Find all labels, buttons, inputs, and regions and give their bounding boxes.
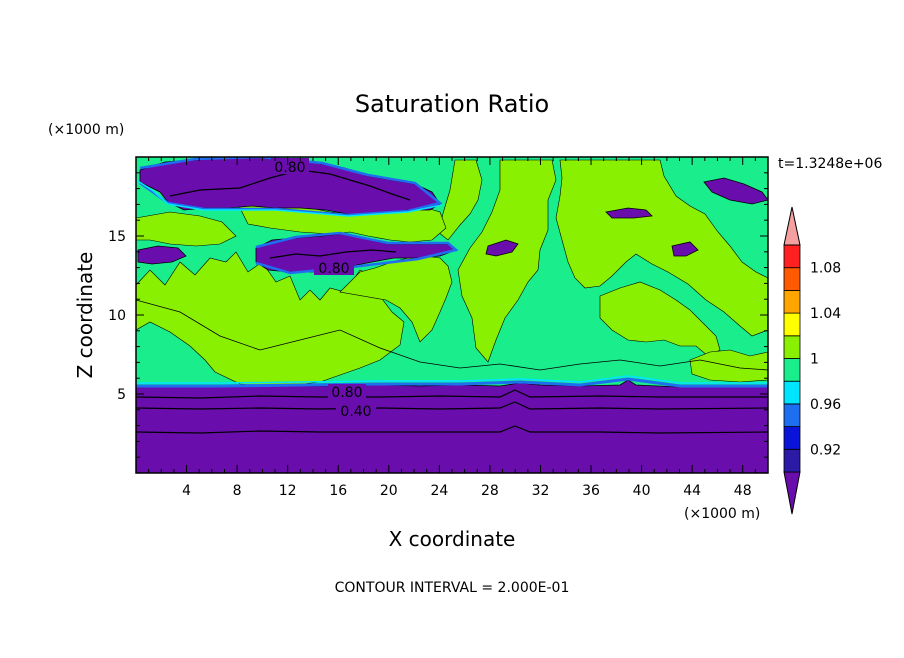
x-tick-label: 44	[683, 483, 701, 499]
saturated-plume	[555, 159, 768, 337]
contour-labels: 0.80 0.80 0.80 0.40	[271, 158, 376, 420]
transition-rim	[136, 179, 443, 217]
upper-dry-pocket	[703, 177, 768, 205]
x-axis: 4 8 12 16 20 24 28 32 36 40 44 48	[148, 157, 756, 499]
colorbar-under-triangle	[783, 471, 801, 515]
y-unit-label: (×1000 m)	[48, 122, 124, 138]
colorbar: 0.92 0.96 1 1.04 1.08	[783, 206, 841, 515]
saturated-plume	[437, 159, 483, 241]
transition-rim	[139, 157, 443, 217]
y-tick-label: 10	[108, 308, 126, 324]
upper-dry-pocket	[605, 207, 653, 219]
contour-label: 0.80	[274, 160, 305, 176]
x-tick-label: 12	[279, 483, 297, 499]
colorbar-label: 1.04	[810, 306, 841, 322]
x-tick-label: 16	[329, 483, 347, 499]
lower-dry-layer	[136, 379, 768, 473]
x-tick-label: 32	[532, 483, 550, 499]
colorbar-over-triangle	[783, 206, 801, 246]
colorbar-label: 0.92	[810, 442, 841, 458]
x-tick-label: 40	[633, 483, 651, 499]
colorbar-segment	[783, 244, 801, 269]
x-unit-label: (×1000 m)	[684, 506, 760, 522]
colorbar-segment	[783, 426, 801, 450]
contour-label: 0.80	[331, 385, 362, 401]
chart-title: Saturation Ratio	[355, 90, 549, 118]
colorbar-segment	[783, 448, 801, 473]
contour-line	[136, 299, 768, 371]
colorbar-segment	[783, 312, 801, 337]
y-tick-label: 5	[117, 387, 126, 403]
contour-line	[136, 401, 768, 410]
x-tick-label: 28	[481, 483, 499, 499]
upper-dry-pocket	[485, 239, 519, 257]
time-label: t=1.3248e+06	[778, 156, 882, 172]
contour-line	[169, 169, 411, 201]
y-axis-label: Z coordinate	[73, 252, 97, 379]
contour-line	[136, 425, 768, 434]
colorbar-segment	[783, 358, 801, 382]
y-axis: 5 10 15	[108, 172, 768, 458]
contour-interval-note: CONTOUR INTERVAL = 2.000E-01	[335, 580, 570, 596]
contour-label: 0.40	[340, 404, 371, 420]
y-tick-label: 15	[108, 229, 126, 245]
saturated-plume	[136, 211, 237, 247]
x-tick-label: 36	[582, 483, 600, 499]
x-tick-label: 48	[734, 483, 752, 499]
colorbar-segment	[783, 380, 801, 405]
saturated-plume	[457, 159, 557, 363]
contour-label: 0.80	[318, 261, 349, 277]
contour-line	[269, 249, 397, 259]
colorbar-label: 1	[810, 352, 819, 368]
lower-dry-rim	[136, 375, 768, 384]
x-tick-label: 24	[430, 483, 448, 499]
colorbar-segment	[783, 267, 801, 291]
x-tick-label: 4	[182, 483, 191, 499]
upper-dry-pocket	[671, 241, 699, 257]
upper-dry-pocket	[137, 245, 187, 265]
colorbar-segment	[783, 289, 801, 314]
x-axis-label: X coordinate	[389, 527, 516, 551]
colorbar-segment	[783, 403, 801, 427]
x-tick-label: 20	[380, 483, 398, 499]
colorbar-label: 1.08	[810, 261, 841, 277]
lower-dry-rim	[136, 377, 768, 388]
x-tick-label: 8	[233, 483, 242, 499]
colorbar-segment	[783, 335, 801, 359]
colorbar-label: 0.96	[810, 397, 841, 413]
contour-line	[136, 389, 768, 399]
contour-field	[136, 157, 768, 473]
